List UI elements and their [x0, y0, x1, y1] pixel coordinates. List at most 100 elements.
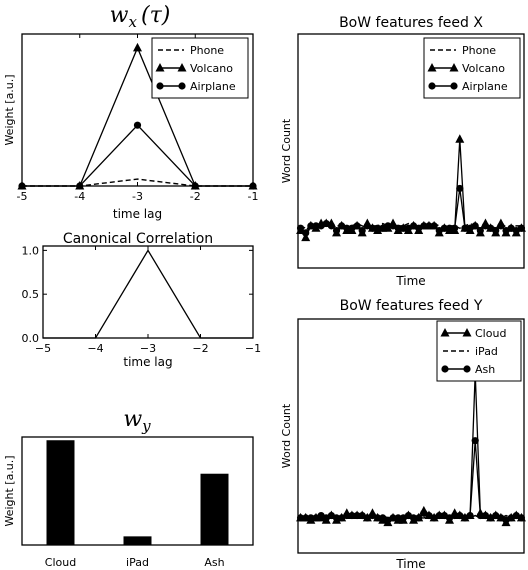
y-tick-label-2: 1.0 [22, 244, 40, 257]
series-2-marker-9 [343, 511, 351, 520]
x-tick-label-2: −3 [140, 342, 156, 355]
series-2-marker-1 [302, 229, 310, 237]
series-2-marker-23 [415, 514, 423, 522]
x-tick-label-4: −1 [245, 342, 261, 355]
series-line-0 [300, 372, 522, 524]
series-2-marker-2 [133, 121, 142, 129]
series-2-marker-30 [451, 224, 459, 232]
series-2-marker-26 [430, 222, 438, 230]
series-2-marker-12 [358, 226, 366, 235]
series-2-marker-22 [409, 514, 418, 522]
x-axis-label-4: Time [395, 557, 425, 570]
bar-cloud [46, 440, 75, 545]
x-axis-label-3: Time [395, 274, 425, 288]
series-2-marker-0 [296, 514, 305, 522]
y-axis-label-2: Weight [a.u.] [3, 455, 16, 526]
legend-marker-0 [440, 328, 450, 337]
series-2-marker-19 [394, 224, 402, 232]
legend-label-2: Airplane [462, 80, 508, 93]
x-tick-label-1: -4 [74, 190, 85, 203]
x-tick-label-3: −2 [192, 342, 208, 355]
chart-title-2: wy [123, 407, 151, 435]
series-line-2 [22, 124, 253, 187]
chart-title-4: BoW features feed Y [340, 298, 483, 314]
series-2-marker-29 [445, 224, 454, 232]
series-2-marker-11 [353, 222, 361, 230]
series-1-marker-1 [301, 232, 311, 242]
legend-marker-2 [441, 365, 449, 373]
series-2-marker-17 [384, 222, 392, 230]
series-2-marker-15 [374, 224, 382, 232]
series-2-marker-24 [420, 222, 428, 230]
series-2-marker-11 [353, 511, 361, 520]
series-2-marker-1 [302, 514, 310, 522]
y-axis-label-4: Word Count [280, 403, 293, 468]
series-2-marker-39 [497, 222, 505, 230]
series-2-marker-43 [517, 514, 526, 522]
series-2-marker-10 [348, 511, 356, 520]
x-tick-label-0: -5 [17, 190, 28, 203]
bar-ipad [123, 536, 152, 545]
series-2-marker-30 [451, 511, 459, 520]
legend-marker-2b [178, 82, 186, 90]
legend-marker-1 [427, 63, 437, 72]
bar-label-2: Ash [204, 556, 224, 569]
series-2-marker-34 [471, 437, 479, 445]
legend-label-2: Ash [475, 363, 495, 376]
series-2-marker-38 [492, 226, 500, 235]
legend-label-0: Cloud [475, 327, 506, 340]
series-2-marker-3 [312, 222, 320, 230]
series-2-marker-2 [307, 514, 315, 522]
x-tick-label-1: −4 [87, 342, 103, 355]
y-tick-label-0: 0.0 [22, 332, 40, 345]
legend-label-1: iPad [475, 345, 498, 358]
series-2-marker-19 [394, 514, 402, 522]
bar-label-1: iPad [126, 556, 149, 569]
series-1-marker-2 [133, 42, 142, 52]
legend-marker-2b [463, 365, 471, 373]
legend-label-1: Volcano [190, 62, 233, 75]
series-2-marker-25 [425, 222, 433, 230]
legend-marker-1b [177, 63, 187, 72]
legend-label-1: Volcano [462, 62, 505, 75]
legend-label-0: Phone [462, 44, 496, 57]
series-2-marker-28 [440, 224, 448, 232]
series-line-0 [43, 249, 253, 339]
legend-label-0: Phone [190, 44, 224, 57]
series-2-marker-7 [332, 514, 341, 522]
series-2-marker-43 [517, 224, 526, 232]
legend-marker-2 [156, 82, 164, 90]
series-line-2 [300, 440, 522, 521]
legend-marker-1b [449, 63, 459, 72]
series-2-marker-18 [389, 514, 397, 522]
chart-title-3: BoW features feed X [339, 15, 483, 31]
x-axis-label-0: time lag [113, 207, 162, 221]
bar-label-0: Cloud [45, 556, 76, 569]
series-2-marker-15 [374, 514, 382, 522]
cc-axes [42, 245, 254, 339]
x-tick-label-3: -2 [190, 190, 201, 203]
series-2-marker-6 [327, 222, 335, 230]
x-axis-label-1: time lag [123, 355, 172, 369]
chart-title-1: Canonical Correlation [63, 231, 213, 247]
chart-title-0: wx (τ) [110, 3, 171, 31]
series-2-marker-31 [456, 184, 464, 193]
series-2-marker-0 [296, 224, 305, 232]
series-2-marker-9 [343, 224, 351, 232]
y-axis-label-0: Weight [a.u.] [3, 74, 16, 145]
series-2-marker-32 [461, 224, 469, 232]
series-1-marker-31 [455, 134, 465, 143]
series-2-marker-34 [471, 222, 479, 230]
series-2-marker-20 [399, 224, 407, 232]
feedy-axes [297, 318, 525, 554]
series-line-1 [300, 139, 522, 239]
x-tick-label-4: -1 [248, 190, 259, 203]
y-tick-label-1: 0.5 [22, 288, 40, 301]
series-2-marker-2 [307, 222, 315, 230]
series-2-marker-35 [476, 511, 484, 520]
y-axis-label-3: Word Count [280, 118, 293, 183]
legend-marker-2b [450, 82, 458, 90]
series-2-marker-33 [466, 511, 474, 520]
legend-label-2: Airplane [190, 80, 236, 93]
